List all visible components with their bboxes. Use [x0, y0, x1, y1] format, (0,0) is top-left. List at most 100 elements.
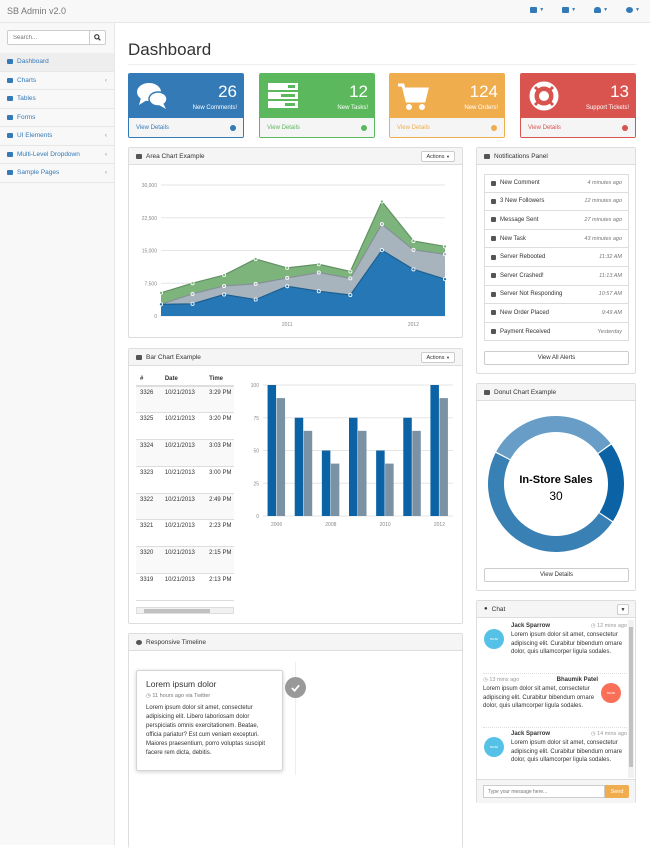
view-details-link[interactable]: View Details — [129, 118, 243, 137]
actions-dropdown[interactable]: Actions ▼ — [421, 352, 455, 363]
view-details-link[interactable]: View Details — [260, 118, 374, 137]
area-point[interactable] — [379, 199, 384, 204]
area-point[interactable] — [158, 302, 163, 307]
chat-toggle-button[interactable]: ▼ — [617, 604, 629, 615]
area-point[interactable] — [253, 281, 258, 286]
area-point[interactable] — [379, 248, 384, 253]
sidebar-item-forms[interactable]: Forms — [0, 109, 114, 127]
donut-slice[interactable] — [496, 416, 611, 460]
chat-sender: Bhaumik Patel — [556, 677, 598, 683]
area-point[interactable] — [348, 269, 353, 274]
sidebar-item-dashboard[interactable]: Dashboard — [0, 53, 114, 72]
area-point[interactable] — [442, 277, 447, 282]
bar[interactable] — [385, 463, 394, 516]
area-point[interactable] — [158, 290, 163, 295]
area-point[interactable] — [222, 292, 227, 297]
chat-messages[interactable]: 50x50 Jack Sparrow ◷ 12 mins ago Lorem ipsu… — [477, 619, 635, 779]
upload-icon — [491, 254, 496, 260]
bar[interactable] — [403, 417, 412, 516]
tasks-dropdown[interactable]: ▼ — [562, 7, 576, 13]
table-scrollbar[interactable] — [136, 607, 234, 614]
bar[interactable] — [303, 430, 313, 516]
scrollbar-thumb[interactable] — [144, 609, 210, 613]
bar[interactable] — [321, 450, 331, 517]
search-input[interactable] — [8, 31, 89, 44]
area-point[interactable] — [222, 283, 227, 288]
bar[interactable] — [376, 450, 385, 517]
notification-item[interactable]: Server Crashed! 11:13 AM — [484, 266, 629, 286]
brand-title[interactable]: SB Admin v2.0 — [7, 6, 67, 16]
sidebar-item-label: Multi-Level Dropdown — [17, 150, 80, 158]
notification-item[interactable]: Server Not Responding 10:57 AM — [484, 285, 629, 305]
area-point[interactable] — [442, 252, 447, 257]
bar[interactable] — [439, 398, 448, 516]
area-point[interactable] — [379, 222, 384, 227]
notification-time: 10:57 AM — [598, 291, 622, 298]
notification-item[interactable]: New Task 43 minutes ago — [484, 229, 629, 249]
area-point[interactable] — [222, 273, 227, 278]
area-point[interactable] — [316, 270, 321, 275]
area-point[interactable] — [190, 291, 195, 296]
bolt-icon — [491, 273, 496, 279]
area-point[interactable] — [253, 257, 258, 262]
bar[interactable] — [330, 463, 340, 516]
notification-item[interactable]: 3 New Followers 12 minutes ago — [484, 192, 629, 212]
area-point[interactable] — [285, 265, 290, 270]
view-details-link[interactable]: View Details — [521, 118, 635, 137]
view-details-link[interactable]: View Details — [390, 118, 504, 137]
area-point[interactable] — [190, 301, 195, 306]
sidebar-item-label: Dashboard — [17, 58, 49, 66]
area-point[interactable] — [442, 244, 447, 249]
notification-item[interactable]: Message Sent 27 minutes ago — [484, 211, 629, 230]
view-details-button[interactable]: View Details — [484, 568, 629, 582]
bar[interactable] — [412, 430, 421, 516]
notification-left: New Comment — [491, 180, 540, 186]
notification-time: 11:32 AM — [599, 254, 622, 261]
actions-dropdown[interactable]: Actions ▼ — [421, 151, 455, 162]
bar[interactable] — [294, 417, 304, 516]
stat-value: 26 — [218, 82, 237, 101]
bar[interactable] — [349, 417, 358, 516]
area-point[interactable] — [285, 284, 290, 289]
area-point[interactable] — [316, 262, 321, 267]
sidebar-item-charts[interactable]: Charts ‹ — [0, 72, 114, 90]
donut-slice[interactable] — [488, 452, 613, 552]
notification-item[interactable]: Payment Received Yesterday — [484, 322, 629, 342]
user-dropdown[interactable]: ▼ — [626, 7, 640, 13]
bar[interactable] — [430, 385, 439, 516]
area-point[interactable] — [411, 239, 416, 244]
area-point[interactable] — [316, 289, 321, 294]
stat-panel-2: 12 New Tasks! View Details — [259, 73, 375, 138]
chat-scrollbar[interactable] — [628, 620, 634, 778]
search-button[interactable] — [89, 31, 105, 44]
sidebar-item-tables[interactable]: Tables — [0, 90, 114, 109]
area-point[interactable] — [253, 297, 258, 302]
notification-item[interactable]: Server Rebooted 11:32 AM — [484, 248, 629, 267]
notification-item[interactable]: New Order Placed 9:49 AM — [484, 304, 629, 323]
table-cell: 3321 — [136, 519, 161, 548]
alerts-dropdown[interactable]: ▼ — [594, 7, 608, 13]
sidebar-item-multi-level-dropdown[interactable]: Multi-Level Dropdown ‹ — [0, 146, 114, 164]
chat-send-button[interactable]: Send — [605, 785, 629, 798]
sidebar-item-ui-elements[interactable]: UI Elements ‹ — [0, 127, 114, 146]
bar[interactable] — [267, 385, 277, 516]
area-point[interactable] — [348, 292, 353, 297]
messages-dropdown[interactable]: ▼ — [530, 7, 544, 13]
chat-message-input[interactable] — [483, 785, 605, 798]
bar[interactable] — [276, 398, 286, 516]
area-point[interactable] — [348, 276, 353, 281]
sidebar-item-sample-pages[interactable]: Sample Pages ‹ — [0, 164, 114, 183]
area-point[interactable] — [285, 275, 290, 280]
table-cell: 3322 — [136, 493, 161, 521]
chat-scrollbar-thumb[interactable] — [629, 627, 633, 767]
donut-slice[interactable] — [598, 444, 624, 522]
bar[interactable] — [358, 430, 367, 516]
chat-text: Lorem ipsum dolor sit amet, consectetur … — [483, 686, 595, 709]
area-point[interactable] — [411, 267, 416, 272]
timeline-card: Lorem ipsum dolor ◷ 11 hours ago via Twi… — [136, 670, 283, 771]
view-all-alerts-button[interactable]: View All Alerts — [484, 351, 629, 365]
area-point[interactable] — [190, 281, 195, 286]
notification-item[interactable]: New Comment 4 minutes ago — [484, 174, 629, 193]
area-point[interactable] — [411, 247, 416, 252]
